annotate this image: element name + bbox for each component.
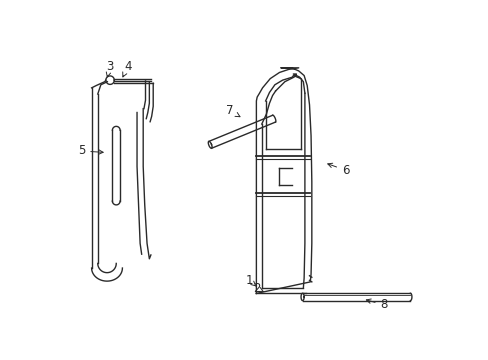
Text: 4: 4	[122, 60, 131, 77]
Text: 7: 7	[226, 104, 240, 117]
Text: 6: 6	[327, 163, 349, 177]
Text: 8: 8	[366, 298, 387, 311]
Text: 3: 3	[106, 60, 114, 77]
Text: 5: 5	[78, 144, 103, 157]
Text: 1: 1	[245, 274, 256, 287]
Text: 2: 2	[252, 282, 263, 294]
